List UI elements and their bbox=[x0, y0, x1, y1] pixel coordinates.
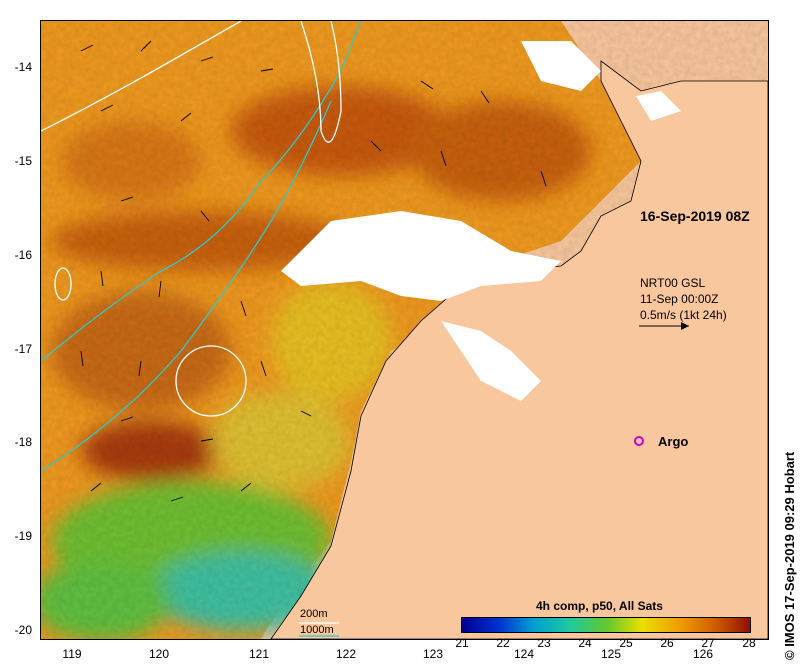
depth-legend-200m: 200m bbox=[300, 608, 328, 620]
y-tick-label: -16 bbox=[14, 248, 32, 262]
y-tick-label: -15 bbox=[14, 154, 32, 168]
x-tick-label: 119 bbox=[62, 647, 82, 661]
depth-contours bbox=[41, 21, 362, 472]
y-tick-label: -20 bbox=[14, 623, 32, 637]
colorbar-tick: 28 bbox=[742, 636, 756, 650]
y-tick-label: -19 bbox=[14, 529, 32, 543]
current-time: 11-Sep 00:00Z bbox=[640, 292, 719, 306]
x-tick-label: 126 bbox=[692, 647, 714, 661]
colorbar-title: 4h comp, p50, All Sats bbox=[536, 599, 663, 613]
map-area[interactable] bbox=[40, 20, 769, 640]
x-tick-label: 121 bbox=[248, 647, 270, 661]
land-kimberley bbox=[270, 60, 768, 639]
colorbar-tick: 21 bbox=[455, 636, 469, 650]
y-tick-label: -17 bbox=[14, 342, 32, 356]
current-scale: 0.5m/s (1kt 24h) bbox=[640, 308, 727, 322]
depth-legend-1000m: 1000m bbox=[300, 624, 334, 636]
x-tick-label: 124 bbox=[513, 647, 535, 661]
cloud-gaps bbox=[281, 41, 681, 401]
colorbar-tick: 23 bbox=[537, 636, 551, 650]
x-tick-label: 125 bbox=[600, 647, 622, 661]
map-timestamp: 16-Sep-2019 08Z bbox=[640, 208, 750, 224]
sst-map bbox=[41, 21, 768, 639]
y-tick-label: -14 bbox=[14, 60, 32, 74]
colorbar-tick: 26 bbox=[660, 636, 674, 650]
current-source: NRT00 GSL bbox=[640, 276, 706, 290]
colorbar-tick: 22 bbox=[496, 636, 510, 650]
colorbar-tick: 25 bbox=[619, 636, 633, 650]
x-tick-label: 123 bbox=[422, 647, 444, 661]
x-tick-label: 120 bbox=[148, 647, 170, 661]
colorbar-tick: 24 bbox=[578, 636, 592, 650]
x-tick-label: 122 bbox=[335, 647, 357, 661]
credit-text: © IMOS 17-Sep-2019 09:29 Hobart bbox=[782, 451, 797, 660]
current-vectors bbox=[80, 40, 547, 502]
y-tick-label: -18 bbox=[14, 435, 32, 449]
argo-label: Argo bbox=[658, 434, 689, 449]
colorbar bbox=[461, 617, 751, 633]
colorbar-tick: 27 bbox=[701, 636, 715, 650]
argo-marker bbox=[634, 436, 644, 446]
